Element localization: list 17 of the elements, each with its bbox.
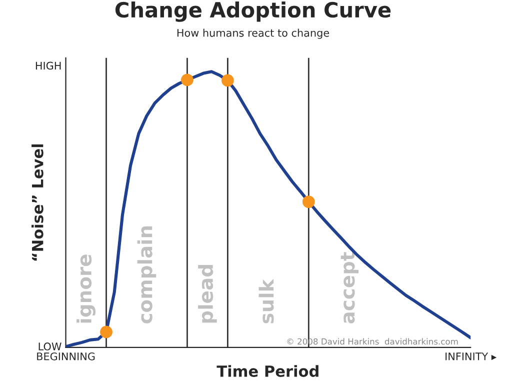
chart-subtitle: How humans react to change [177, 28, 330, 39]
text: HIGH [36, 62, 61, 70]
point [302, 196, 315, 208]
point [100, 326, 112, 338]
point [181, 74, 194, 86]
chart-title: Change Adoption Curve [115, 2, 391, 22]
x-tick-label: BEGINNING [37, 352, 95, 360]
annotation: plead [198, 265, 217, 323]
x-axis-title: Time Period [216, 365, 318, 377]
point [221, 74, 234, 87]
annotation: sulk [258, 278, 274, 324]
text: LOW [38, 342, 62, 350]
annotation: accept [340, 252, 359, 324]
annotation: complain [137, 226, 156, 324]
x-tick-label: INFINITY ▸ [446, 352, 497, 360]
annotation: ignore [76, 254, 96, 323]
y-axis-title: “Noise” Level [32, 144, 44, 261]
